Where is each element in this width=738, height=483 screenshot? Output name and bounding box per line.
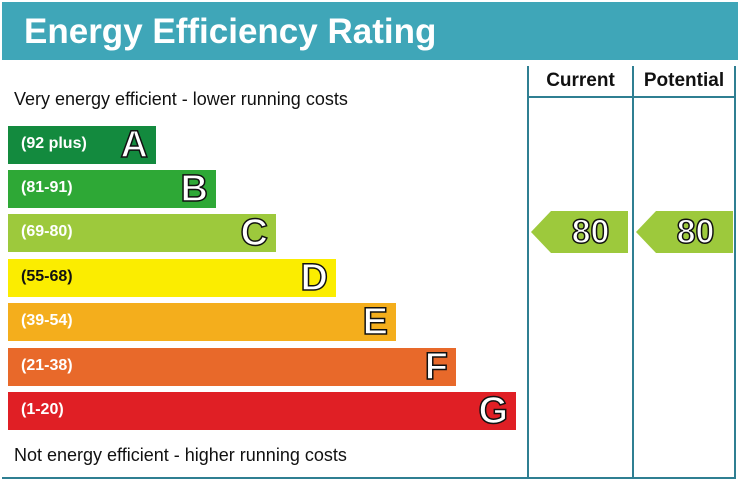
band-letter: F — [424, 345, 449, 389]
band-letter: D — [300, 256, 329, 300]
header-bar: Energy Efficiency Rating — [2, 2, 738, 60]
rating-bar-f: (21-38) F — [8, 345, 456, 389]
column-header-current: Current — [546, 70, 615, 91]
band-range-label: (21-38) — [21, 357, 73, 374]
band-range-label: (55-68) — [21, 268, 73, 285]
band-range-label: (81-91) — [21, 179, 73, 196]
band-range-label: (92 plus) — [21, 135, 87, 152]
rating-bar-d: (55-68) D — [8, 256, 336, 300]
potential-rating-arrow: 80 — [636, 211, 733, 253]
band-letter: G — [478, 389, 509, 433]
rating-bar-b: (81-91) B — [8, 167, 216, 211]
frame-line — [527, 66, 529, 479]
bottom-note: Not energy efficient - higher running co… — [14, 445, 347, 465]
potential-arrow-shape — [636, 211, 733, 253]
band-letter: E — [362, 300, 389, 344]
band-range-label: (69-80) — [21, 223, 73, 240]
frame-line — [527, 96, 736, 98]
top-note: Very energy efficient - lower running co… — [14, 89, 348, 109]
frame-line — [734, 66, 736, 479]
rating-bar-g: (1-20) G — [8, 389, 516, 433]
column-header-potential: Potential — [643, 70, 725, 91]
band-range-label: (1-20) — [21, 401, 64, 418]
potential-rating-value: 80 — [676, 212, 715, 252]
band-range-label: (39-54) — [21, 312, 73, 329]
rating-bar-e: (39-54) E — [8, 300, 396, 344]
rating-bar-c: (69-80) C — [8, 211, 276, 255]
current-rating-value: 80 — [571, 212, 610, 252]
frame-line — [632, 66, 634, 479]
band-letter: C — [240, 211, 269, 255]
band-letter: B — [180, 167, 209, 211]
frame-line — [2, 477, 736, 479]
chart-title: Energy Efficiency Rating — [24, 12, 437, 51]
current-rating-arrow: 80 — [531, 211, 628, 253]
rating-bar-a: (92 plus) A — [8, 123, 156, 167]
band-letter: A — [120, 123, 149, 167]
current-arrow-shape — [531, 211, 628, 253]
